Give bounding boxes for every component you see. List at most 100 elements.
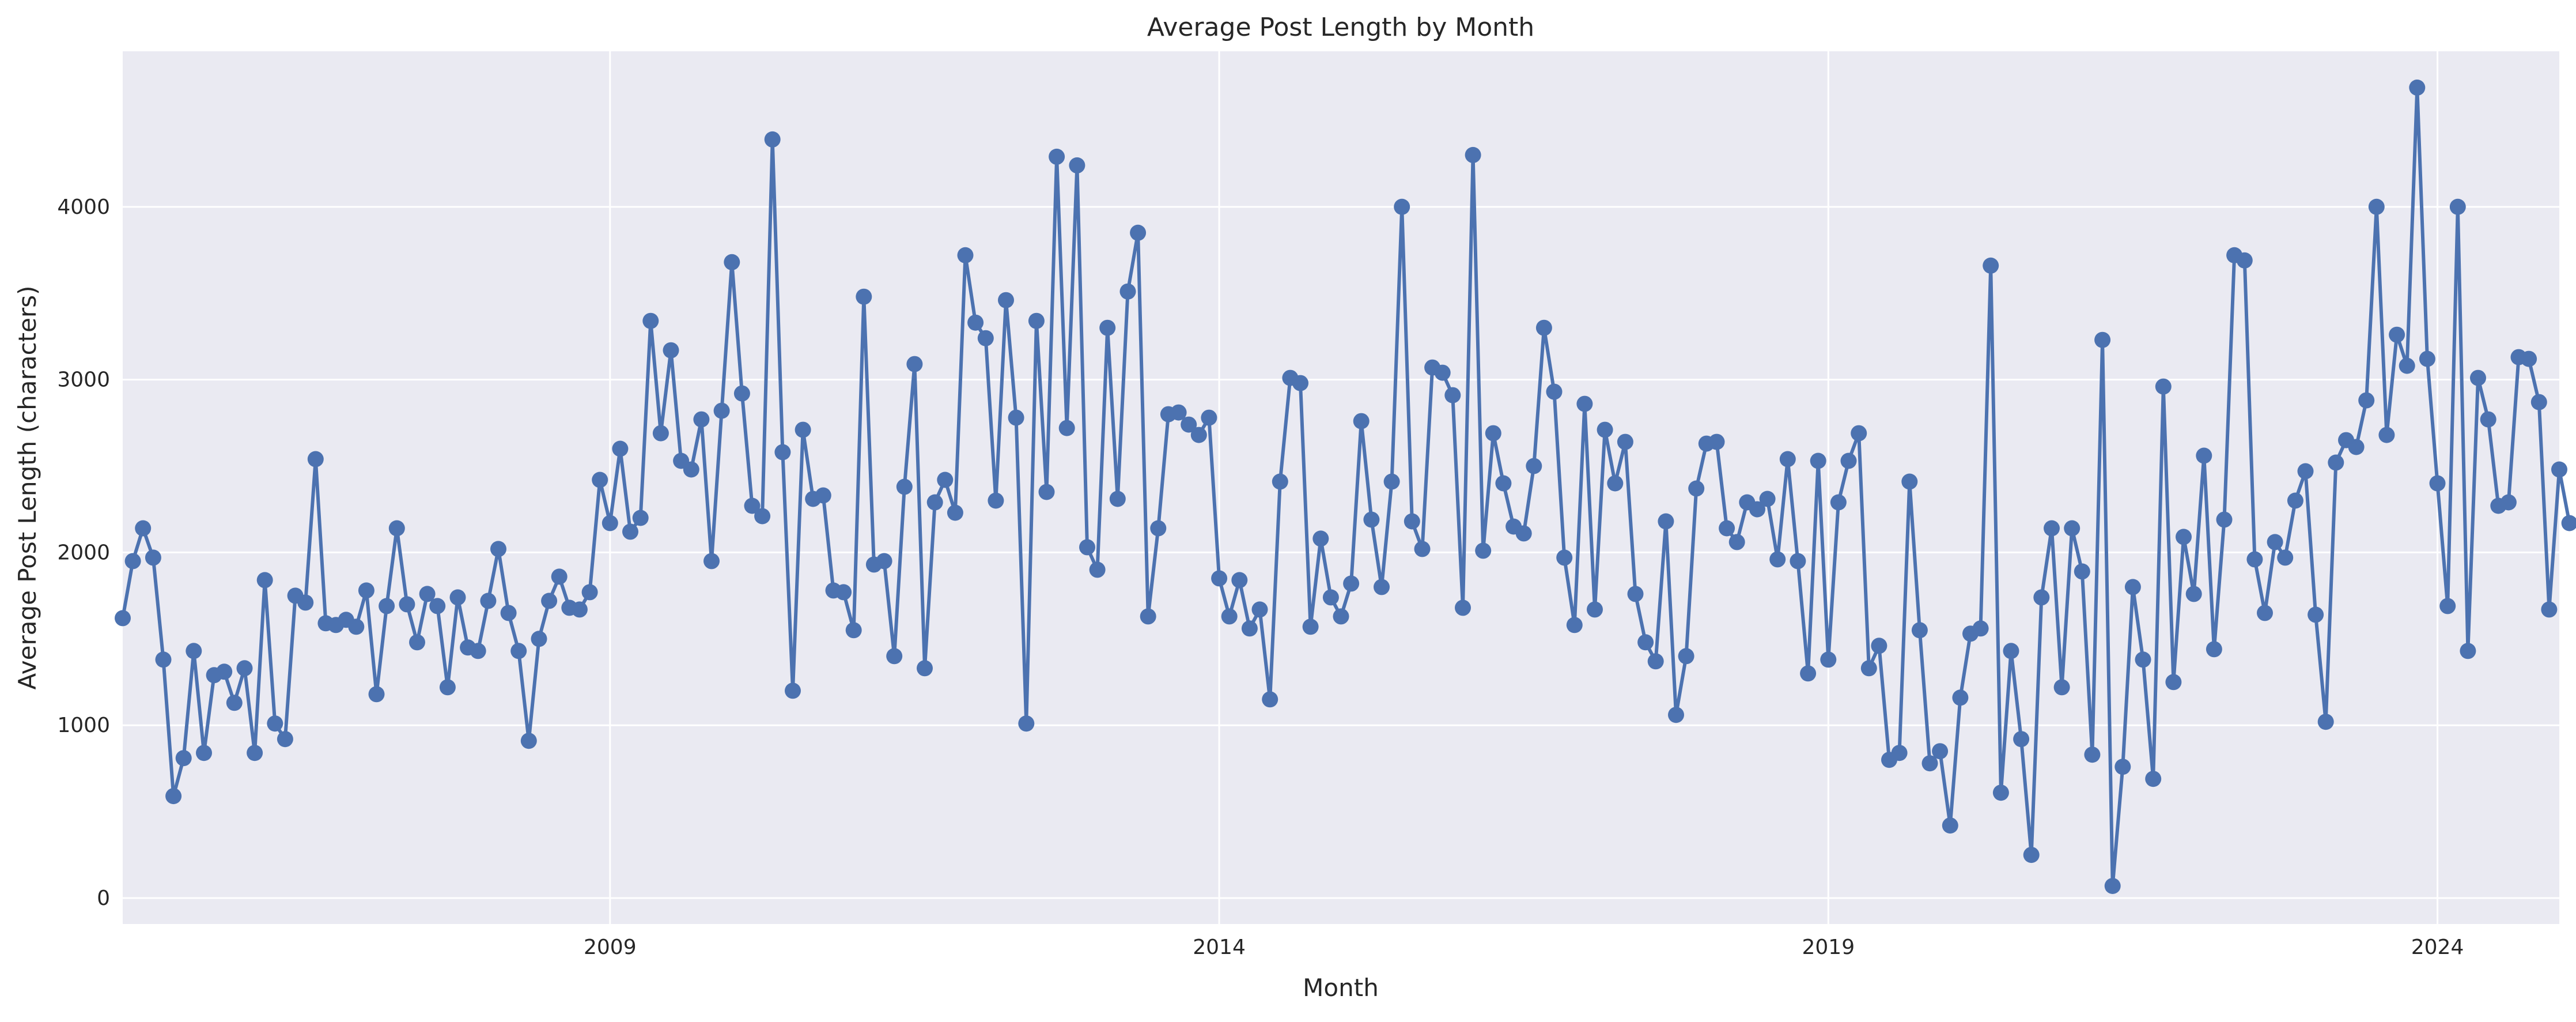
data-point[interactable] xyxy=(1190,427,1207,443)
data-point[interactable] xyxy=(541,593,558,609)
data-point[interactable] xyxy=(1769,551,1786,568)
data-point[interactable] xyxy=(713,402,730,419)
data-point[interactable] xyxy=(2419,350,2435,367)
data-point[interactable] xyxy=(693,411,710,428)
data-point[interactable] xyxy=(1312,530,1329,547)
data-point[interactable] xyxy=(1759,491,1776,507)
data-point[interactable] xyxy=(977,330,994,346)
data-point[interactable] xyxy=(1038,484,1055,500)
data-point[interactable] xyxy=(1150,520,1167,537)
data-point[interactable] xyxy=(1851,425,1867,442)
data-point[interactable] xyxy=(1678,648,1694,665)
data-point[interactable] xyxy=(256,572,273,589)
data-point[interactable] xyxy=(2013,731,2030,748)
data-point[interactable] xyxy=(1627,586,1644,602)
data-point[interactable] xyxy=(439,679,456,696)
data-point[interactable] xyxy=(2297,463,2314,480)
data-point[interactable] xyxy=(1008,409,1024,426)
data-point[interactable] xyxy=(1535,319,1552,336)
data-point[interactable] xyxy=(571,601,588,618)
data-point[interactable] xyxy=(1800,665,1817,682)
data-point[interactable] xyxy=(1526,458,1542,474)
data-point[interactable] xyxy=(115,610,131,627)
data-point[interactable] xyxy=(1983,257,1999,274)
data-point[interactable] xyxy=(500,605,517,621)
data-point[interactable] xyxy=(1272,473,1288,490)
data-point[interactable] xyxy=(2358,392,2375,409)
data-point[interactable] xyxy=(2470,369,2486,386)
data-point[interactable] xyxy=(1992,785,2009,801)
data-point[interactable] xyxy=(2541,601,2558,618)
data-point[interactable] xyxy=(622,523,638,540)
data-point[interactable] xyxy=(510,643,527,659)
data-point[interactable] xyxy=(663,342,679,359)
data-point[interactable] xyxy=(2104,878,2121,894)
data-point[interactable] xyxy=(1932,743,1949,760)
data-point[interactable] xyxy=(1587,601,1603,618)
data-point[interactable] xyxy=(1028,312,1045,329)
data-point[interactable] xyxy=(2074,563,2090,580)
data-point[interactable] xyxy=(531,631,547,647)
data-point[interactable] xyxy=(1901,473,1918,490)
data-point[interactable] xyxy=(754,508,771,525)
data-point[interactable] xyxy=(216,663,233,680)
data-point[interactable] xyxy=(774,444,791,461)
data-point[interactable] xyxy=(1576,395,1593,412)
data-point[interactable] xyxy=(1262,691,1278,708)
data-point[interactable] xyxy=(2124,579,2141,595)
data-point[interactable] xyxy=(1181,416,1197,433)
data-point[interactable] xyxy=(1353,413,1370,429)
data-point[interactable] xyxy=(2185,586,2202,602)
data-point[interactable] xyxy=(1637,634,1654,651)
data-point[interactable] xyxy=(409,634,425,651)
data-point[interactable] xyxy=(2114,759,2131,775)
data-point[interactable] xyxy=(1485,425,1501,442)
data-point[interactable] xyxy=(2084,746,2101,763)
data-point[interactable] xyxy=(1952,689,1969,706)
data-point[interactable] xyxy=(480,593,497,609)
data-point[interactable] xyxy=(1921,755,1938,772)
data-point[interactable] xyxy=(2206,641,2222,658)
data-point[interactable] xyxy=(1515,525,1532,542)
data-point[interactable] xyxy=(2500,494,2517,511)
data-point[interactable] xyxy=(165,788,182,805)
data-point[interactable] xyxy=(1302,619,1319,635)
data-point[interactable] xyxy=(592,472,608,488)
data-point[interactable] xyxy=(1383,473,1400,490)
data-point[interactable] xyxy=(1069,157,1085,174)
data-point[interactable] xyxy=(1109,491,1126,507)
data-point[interactable] xyxy=(937,472,954,488)
data-point[interactable] xyxy=(1728,534,1745,550)
data-point[interactable] xyxy=(1292,375,1308,391)
data-point[interactable] xyxy=(1972,620,1989,637)
data-point[interactable] xyxy=(724,254,740,270)
data-point[interactable] xyxy=(1688,480,1705,497)
data-point[interactable] xyxy=(2287,492,2303,509)
data-point[interactable] xyxy=(2145,771,2162,787)
data-point[interactable] xyxy=(1404,513,1420,530)
data-point[interactable] xyxy=(1871,638,1887,654)
data-point[interactable] xyxy=(1911,622,1928,639)
data-point[interactable] xyxy=(2236,252,2253,269)
data-point[interactable] xyxy=(520,733,537,749)
data-point[interactable] xyxy=(2267,534,2283,550)
data-point[interactable] xyxy=(2257,605,2273,621)
data-point[interactable] xyxy=(2003,643,2019,659)
data-point[interactable] xyxy=(1099,319,1116,336)
data-point[interactable] xyxy=(2216,511,2233,528)
data-point[interactable] xyxy=(379,598,395,614)
data-point[interactable] xyxy=(2551,461,2567,478)
data-point[interactable] xyxy=(307,451,324,467)
data-point[interactable] xyxy=(998,292,1014,308)
data-point[interactable] xyxy=(856,288,872,305)
data-point[interactable] xyxy=(135,520,152,537)
data-point[interactable] xyxy=(267,715,283,732)
data-point[interactable] xyxy=(1201,409,1217,426)
data-point[interactable] xyxy=(602,515,618,531)
data-point[interactable] xyxy=(926,494,943,511)
data-point[interactable] xyxy=(2196,447,2212,464)
data-point[interactable] xyxy=(1475,542,1492,559)
data-point[interactable] xyxy=(1089,561,1106,578)
data-point[interactable] xyxy=(2409,80,2426,96)
data-point[interactable] xyxy=(2389,326,2405,343)
